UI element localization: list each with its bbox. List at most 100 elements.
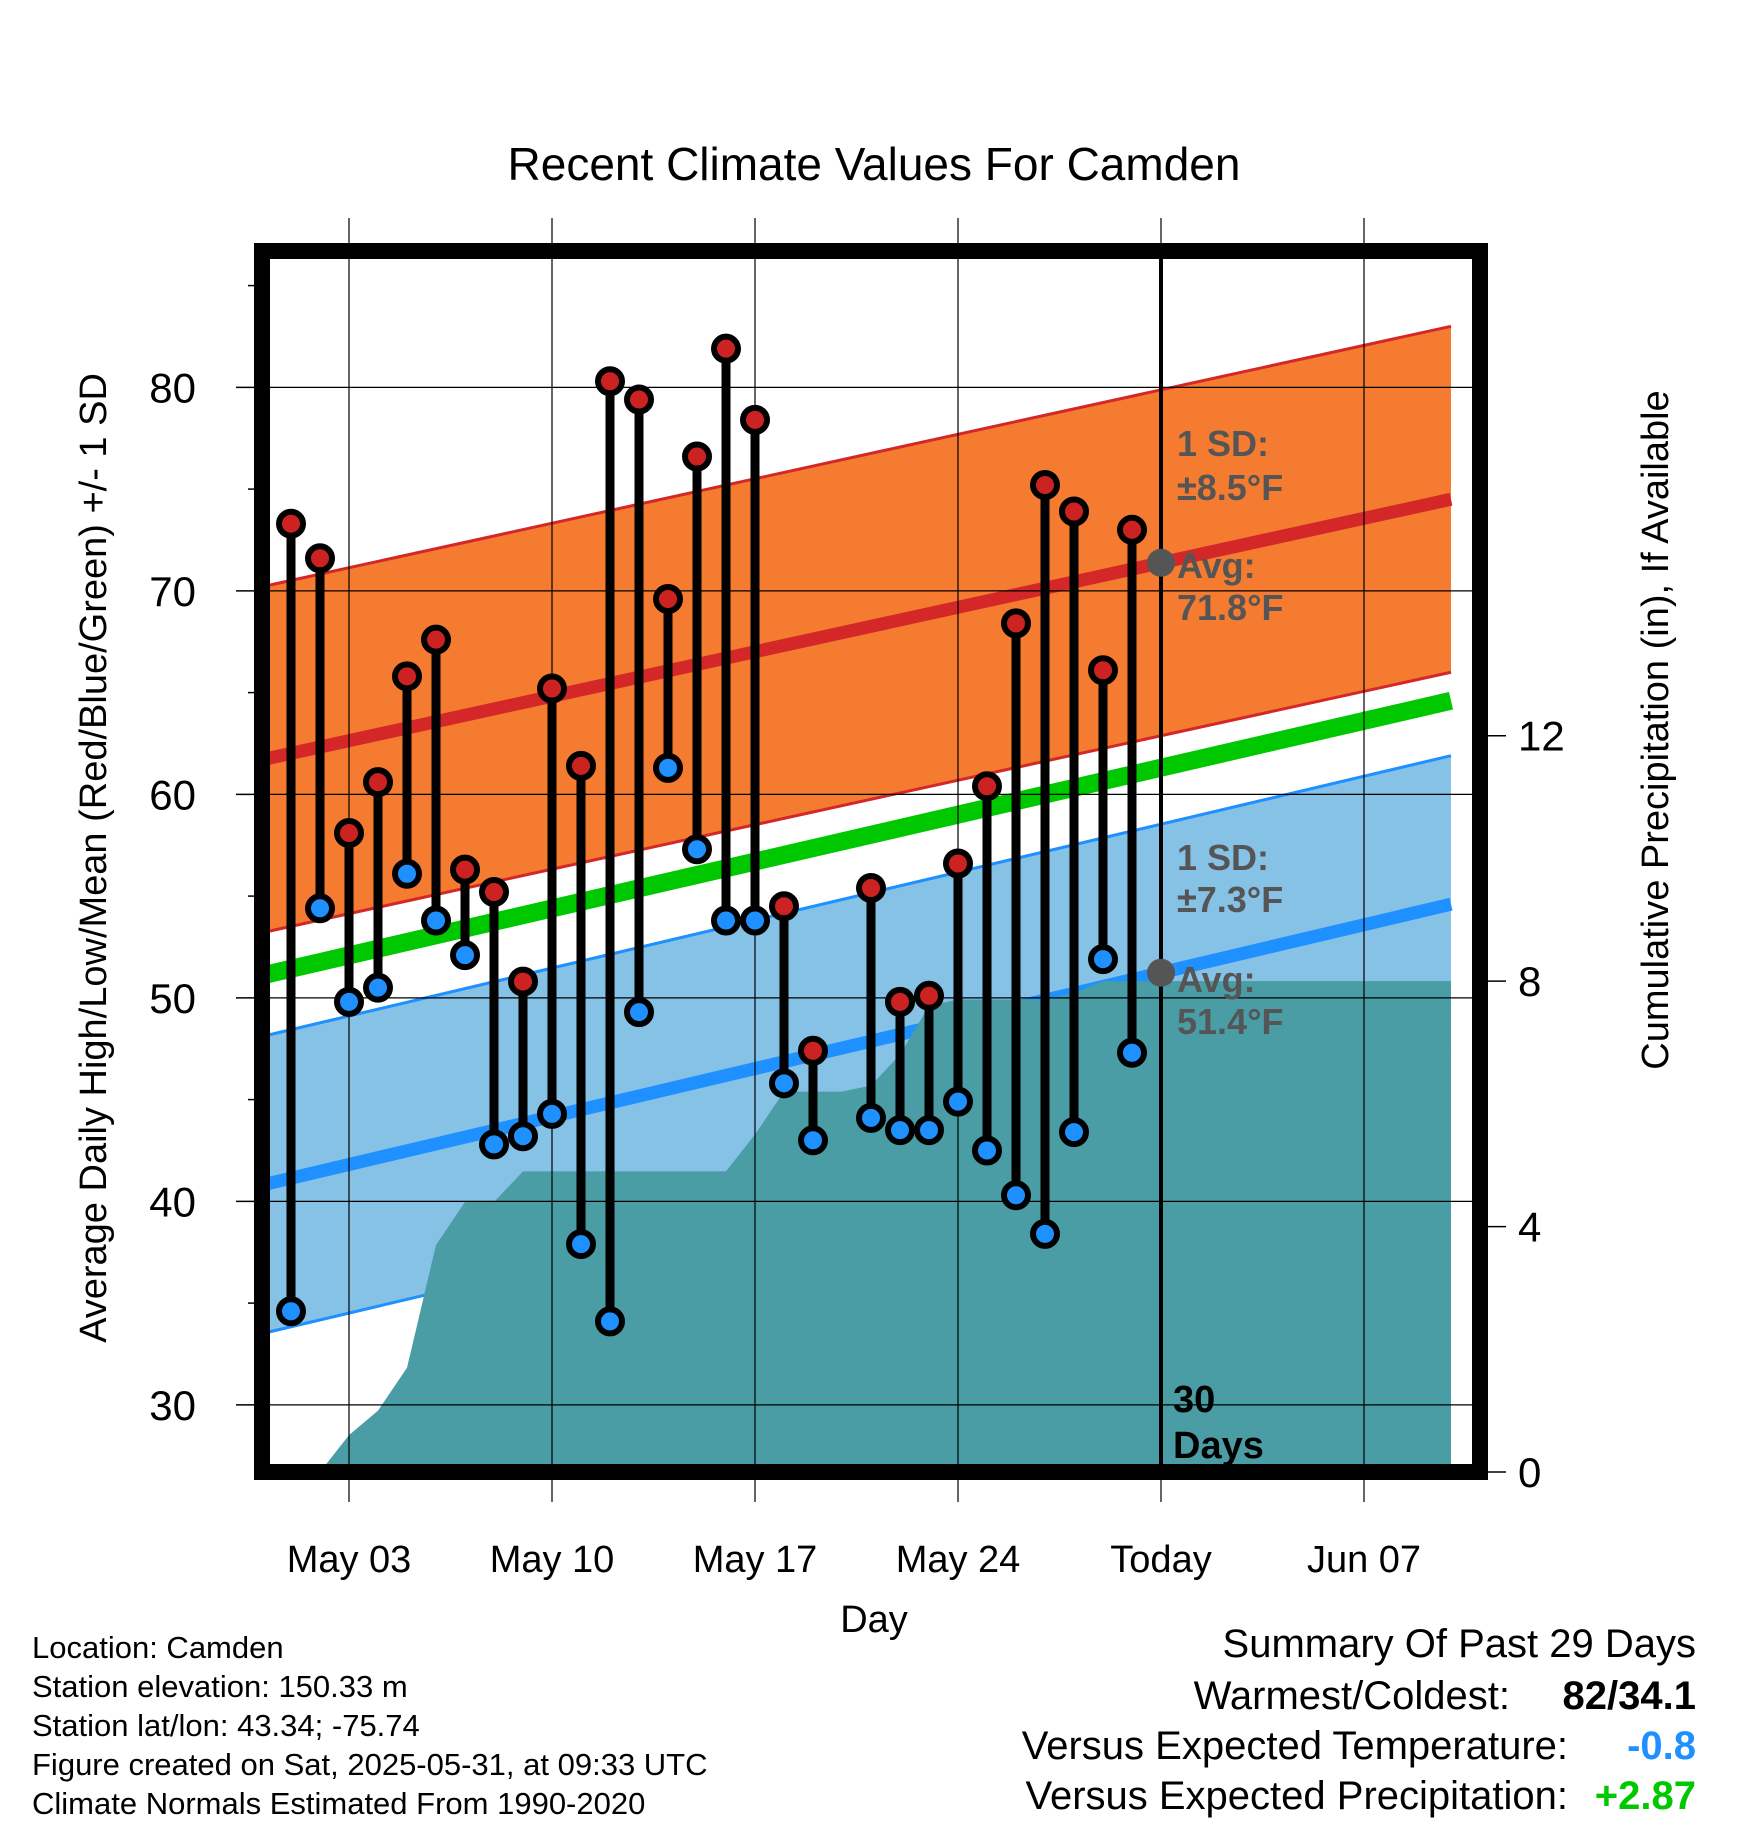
y-axis-label: Average Daily High/Low/Mean (Red/Blue/Gr… <box>73 373 115 1343</box>
x-tick-label: Today <box>1110 1539 1211 1581</box>
annotation-line2: ±7.3°F <box>1177 879 1283 920</box>
today-days-label: 30 <box>1173 1379 1215 1421</box>
x-axis-label: Day <box>840 1599 908 1641</box>
high-point <box>1088 655 1118 686</box>
info-elevation: Station elevation: 150.33 m <box>32 1669 408 1704</box>
today-days-label: Days <box>1173 1425 1264 1467</box>
low-point <box>972 1135 1002 1166</box>
chart-title: Recent Climate Values For Camden <box>508 138 1241 190</box>
low-point <box>1001 1180 1031 1211</box>
info-location: Location: Camden <box>32 1630 284 1665</box>
high-point <box>363 767 393 798</box>
high-point <box>682 441 712 472</box>
low-point <box>305 893 335 924</box>
low-point <box>450 940 480 971</box>
high-point <box>769 891 799 922</box>
y-tick-label: 40 <box>149 1178 196 1225</box>
high-point <box>798 1035 828 1066</box>
y-tick-label: 50 <box>149 975 196 1022</box>
high-point <box>914 980 944 1011</box>
low-point <box>682 834 712 865</box>
high-point <box>566 750 596 781</box>
summary-precip-label: Versus Expected Precipitation: <box>1025 1774 1568 1818</box>
band-0-upper <box>261 324 1452 589</box>
y2-tick-label: 8 <box>1518 958 1541 1005</box>
band-1-upper <box>261 754 1452 1038</box>
y2-tick-label: 0 <box>1518 1449 1541 1496</box>
low-point <box>914 1115 944 1146</box>
low-point <box>740 905 770 936</box>
high-point <box>1059 496 1089 527</box>
high-point <box>334 818 364 849</box>
summary-title: Summary Of Past 29 Days <box>1222 1622 1696 1666</box>
high-point <box>856 872 886 903</box>
low-point <box>885 1115 915 1146</box>
annotation-line2: ±8.5°F <box>1177 467 1283 508</box>
low-point <box>421 905 451 936</box>
low-point <box>363 972 393 1003</box>
high-point <box>1117 514 1147 545</box>
low-point <box>566 1229 596 1260</box>
y2-axis-label: Cumulative Precipitation (in), If Availa… <box>1635 390 1677 1069</box>
annotation-line1: Avg: <box>1177 959 1256 1000</box>
low-point <box>943 1086 973 1117</box>
info-created: Figure created on Sat, 2025-05-31, at 09… <box>32 1747 708 1782</box>
y-tick-label: 70 <box>149 568 196 615</box>
summary-temp-label: Versus Expected Temperature: <box>1021 1724 1568 1768</box>
low-point <box>856 1102 886 1133</box>
high-point <box>392 661 422 692</box>
high-point <box>711 333 741 364</box>
low-point <box>653 752 683 783</box>
high-point <box>305 543 335 574</box>
low-point <box>392 858 422 889</box>
high-point <box>479 877 509 908</box>
band-0-mean <box>260 492 1453 767</box>
high-point <box>595 366 625 397</box>
mean-normal-line <box>259 691 1454 985</box>
low-point <box>1030 1218 1060 1249</box>
high-point <box>421 624 451 655</box>
low-point <box>595 1306 625 1337</box>
annotation-line1: 1 SD: <box>1177 423 1269 464</box>
x-tick-label: May 10 <box>490 1539 615 1581</box>
high-point <box>276 508 306 539</box>
low-point <box>479 1129 509 1160</box>
annotation-line2: 71.8°F <box>1177 587 1283 628</box>
high-point <box>1030 470 1060 501</box>
y-tick-label: 80 <box>149 364 196 411</box>
high-point <box>624 384 654 415</box>
low-point <box>711 905 741 936</box>
summary-warmest-label: Warmest/Coldest: <box>1193 1674 1510 1718</box>
band-0-lower <box>261 670 1452 935</box>
y-tick-label: 60 <box>149 771 196 818</box>
low-point <box>1117 1037 1147 1068</box>
x-tick-label: May 24 <box>896 1539 1021 1581</box>
high-point <box>1001 608 1031 639</box>
high-point <box>972 771 1002 802</box>
y2-tick-label: 12 <box>1518 713 1565 760</box>
high-point <box>943 848 973 879</box>
low-point <box>334 986 364 1017</box>
x-tick-label: May 03 <box>287 1539 412 1581</box>
low-point <box>276 1296 306 1327</box>
low-point <box>798 1125 828 1156</box>
annotation-line1: Avg: <box>1177 545 1256 586</box>
summary-precip-value: +2.87 <box>1594 1774 1696 1818</box>
low-point <box>508 1121 538 1152</box>
low-point <box>769 1068 799 1099</box>
high-point <box>740 404 770 435</box>
low-point <box>537 1098 567 1129</box>
annotation-line2: 51.4°F <box>1177 1001 1283 1042</box>
x-tick-label: May 17 <box>693 1539 818 1581</box>
x-tick-label: Jun 07 <box>1307 1539 1421 1581</box>
high-point <box>450 854 480 885</box>
today-high-avg-marker <box>1147 548 1175 577</box>
annotation-line1: 1 SD: <box>1177 837 1269 878</box>
high-point <box>653 583 683 614</box>
today-low-avg-marker <box>1147 958 1175 987</box>
high-point <box>885 986 915 1017</box>
info-latlon: Station lat/lon: 43.34; -75.74 <box>32 1708 420 1743</box>
y-tick-label: 30 <box>149 1382 196 1429</box>
summary-warmest-value: 82/34.1 <box>1562 1674 1696 1718</box>
